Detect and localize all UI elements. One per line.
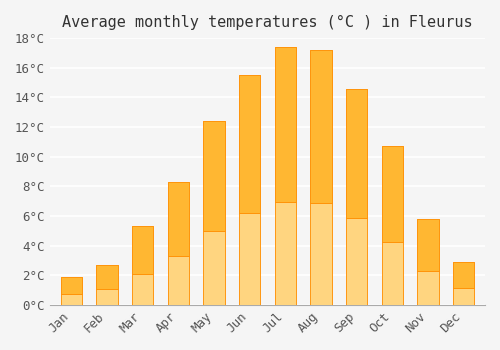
Bar xyxy=(203,121,224,305)
Bar xyxy=(132,274,154,305)
Bar xyxy=(239,213,260,305)
Bar xyxy=(310,203,332,305)
Bar xyxy=(60,277,82,294)
Bar xyxy=(453,262,474,288)
Bar xyxy=(417,219,438,305)
Bar xyxy=(417,271,438,305)
Bar xyxy=(239,75,260,213)
Bar xyxy=(453,262,474,305)
Bar xyxy=(168,182,189,256)
Bar xyxy=(346,218,368,305)
Bar xyxy=(310,50,332,203)
Bar xyxy=(274,202,296,305)
Bar xyxy=(453,288,474,305)
Bar xyxy=(417,219,438,271)
Bar xyxy=(382,146,403,305)
Bar xyxy=(132,226,154,305)
Bar xyxy=(203,121,224,231)
Bar xyxy=(96,265,118,305)
Bar xyxy=(274,47,296,202)
Bar xyxy=(239,75,260,305)
Bar xyxy=(274,47,296,305)
Bar xyxy=(96,289,118,305)
Bar xyxy=(346,89,368,305)
Bar xyxy=(346,89,368,218)
Bar xyxy=(310,50,332,305)
Bar xyxy=(168,182,189,305)
Bar xyxy=(382,146,403,241)
Bar xyxy=(168,256,189,305)
Bar xyxy=(96,265,118,289)
Title: Average monthly temperatures (°C ) in Fleurus: Average monthly temperatures (°C ) in Fl… xyxy=(62,15,472,30)
Bar xyxy=(382,241,403,305)
Bar xyxy=(60,277,82,305)
Bar xyxy=(60,294,82,305)
Bar xyxy=(132,226,154,274)
Bar xyxy=(203,231,224,305)
